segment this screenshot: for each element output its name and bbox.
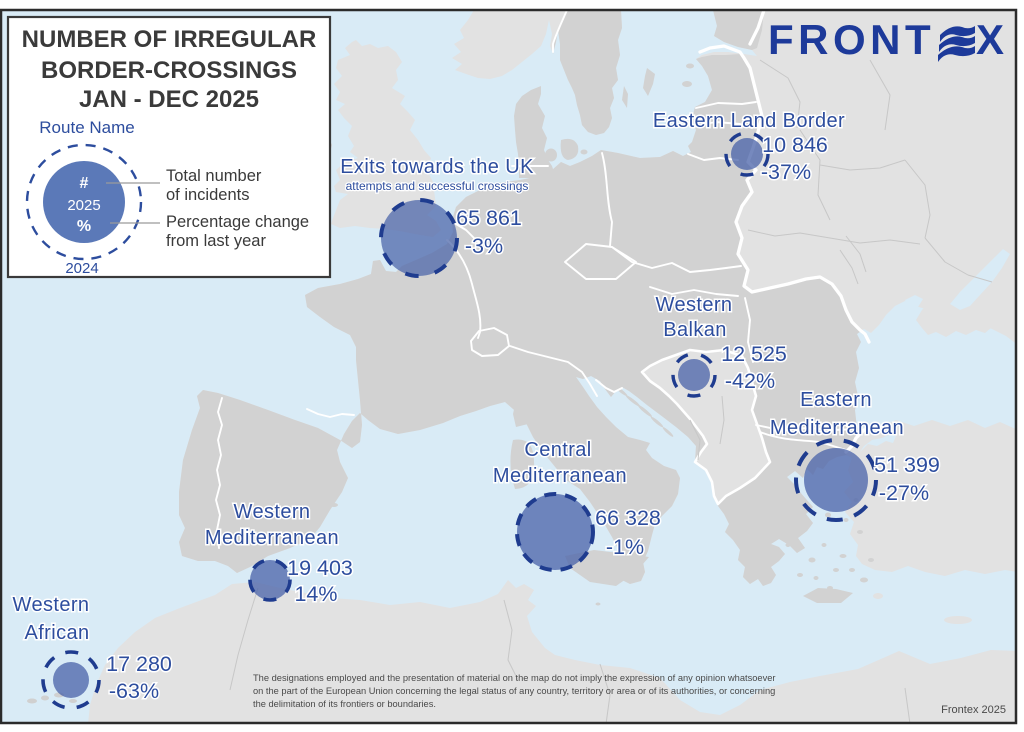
svg-text:14%: 14% [294,582,337,606]
svg-text:Percentage change: Percentage change [166,213,309,231]
svg-text:2025: 2025 [67,197,100,214]
svg-text:of incidents: of incidents [166,186,249,204]
svg-text:-1%: -1% [606,535,644,559]
svg-text:Exits towards the UK: Exits towards the UK [340,156,534,178]
svg-text:-27%: -27% [879,481,929,505]
svg-text:-42%: -42% [725,369,775,393]
svg-text:Frontex 2025: Frontex 2025 [941,704,1006,716]
svg-text:BORDER-CROSSINGS: BORDER-CROSSINGS [41,57,297,84]
svg-text:66 328: 66 328 [595,506,661,530]
svg-text:Eastern: Eastern [800,389,872,411]
svg-text:Central: Central [524,439,591,461]
svg-text:19 403: 19 403 [287,556,353,580]
svg-text:51 399: 51 399 [874,453,940,477]
svg-text:Western: Western [13,594,90,616]
svg-text:65 861: 65 861 [456,206,522,230]
svg-text:from last year: from last year [166,232,266,250]
svg-text:The designations employed and: The designations employed and the presen… [253,673,776,683]
svg-text:Western: Western [656,294,733,316]
svg-text:2024: 2024 [65,260,98,277]
svg-text:X: X [976,16,1004,63]
svg-text:NUMBER OF IRREGULAR: NUMBER OF IRREGULAR [22,26,317,53]
svg-text:-37%: -37% [761,160,811,184]
svg-text:12 525: 12 525 [721,342,787,366]
svg-text:Route Name: Route Name [39,118,134,137]
svg-text:%: % [77,218,91,235]
svg-text:Balkan: Balkan [663,319,727,341]
svg-text:#: # [80,175,89,192]
svg-text:Total number: Total number [166,167,262,185]
svg-text:African: African [24,622,89,644]
svg-text:Eastern Land Border: Eastern Land Border [653,110,845,132]
svg-text:Western: Western [234,501,311,523]
svg-text:Mediterranean: Mediterranean [770,417,904,439]
svg-text:Mediterranean: Mediterranean [205,527,339,549]
svg-text:FRONT: FRONT [768,16,935,63]
svg-text:Mediterranean: Mediterranean [493,465,627,487]
svg-text:10 846: 10 846 [762,133,828,157]
svg-text:-3%: -3% [465,234,503,258]
svg-text:JAN - DEC 2025: JAN - DEC 2025 [79,86,259,113]
svg-text:attempts and successful crossi: attempts and successful crossings [346,179,529,193]
svg-text:17 280: 17 280 [106,652,172,676]
svg-text:on the part of the European Un: on the part of the European Union concer… [253,686,775,696]
svg-text:the delimitation of its fronti: the delimitation of its frontiers or bou… [253,699,436,709]
svg-text:-63%: -63% [109,679,159,703]
